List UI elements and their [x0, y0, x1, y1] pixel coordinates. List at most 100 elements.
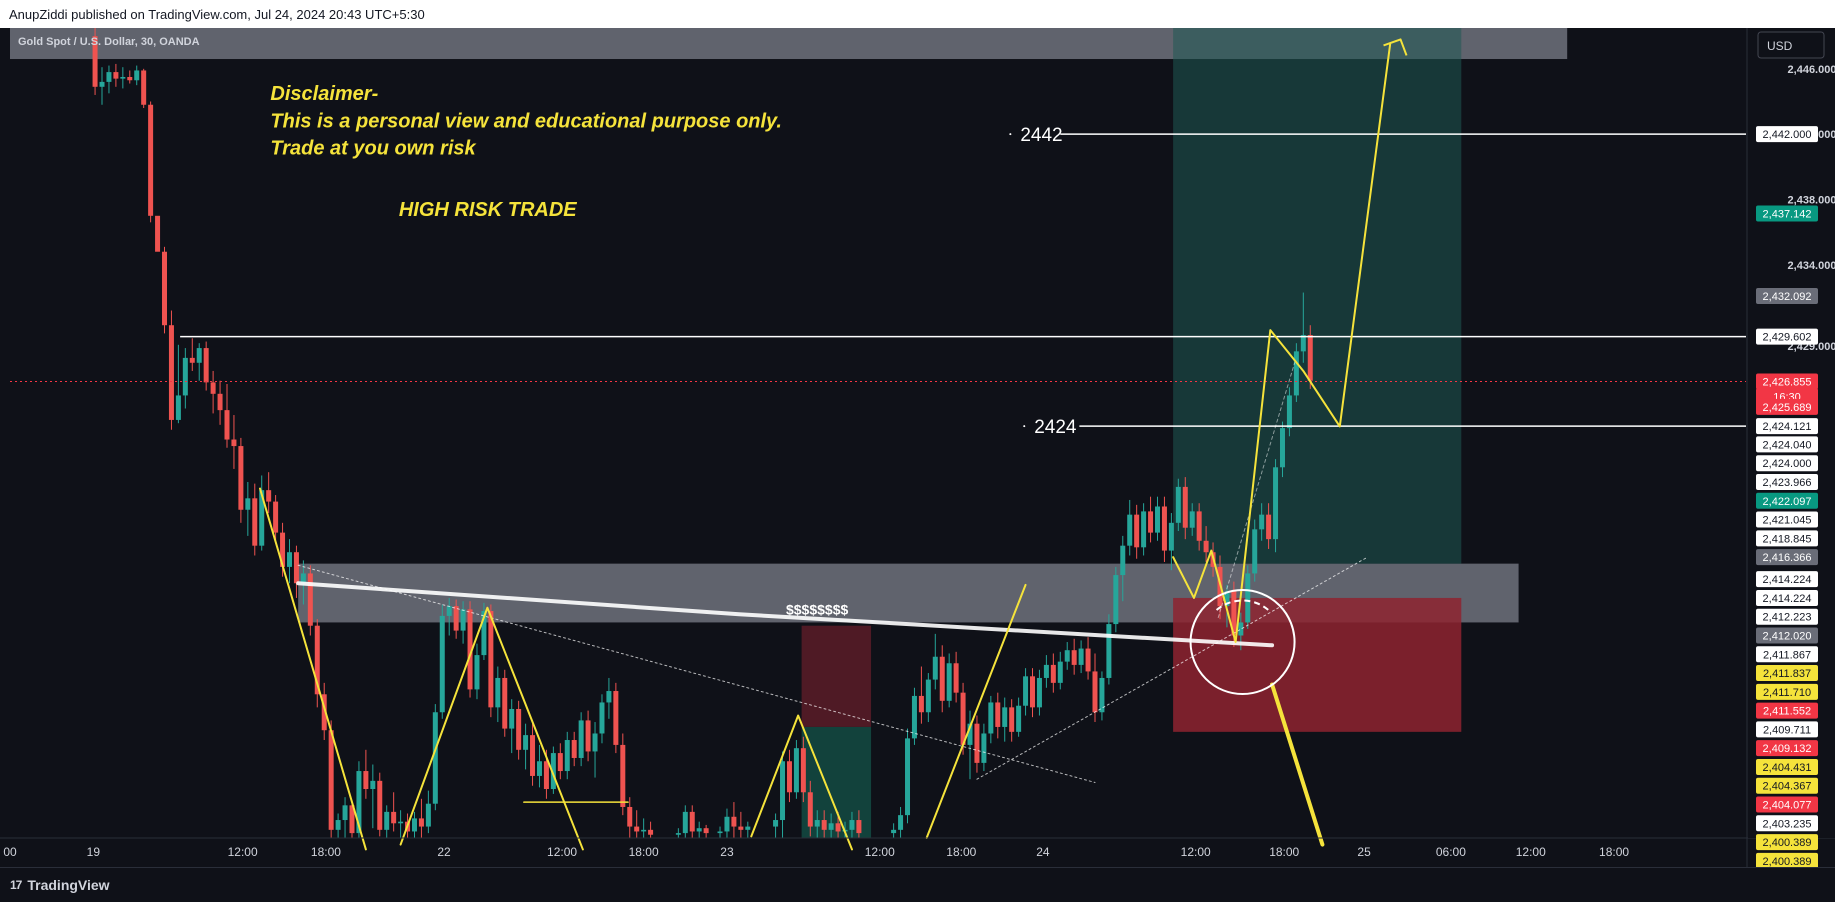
price-tag-bg-11: [1756, 492, 1818, 509]
candle-body-119: [995, 702, 1001, 727]
price-tag-bg-24: [1756, 740, 1818, 757]
candle-body-47: [418, 818, 424, 827]
highlight-circle: [1189, 589, 1296, 696]
price-axis[interactable]: 2,446.000 2,442.000 2,438.000 2,434.000 2,42…: [1748, 28, 1835, 869]
candle-body-44: [398, 821, 404, 824]
candle-body-35: [335, 820, 341, 830]
price-tag-bg-25: [1756, 758, 1818, 775]
price-tag-6: 2,425.689: [1763, 402, 1812, 414]
candle-body-154: [1238, 622, 1244, 636]
candle-body-38: [356, 771, 362, 834]
candle-body-100: [835, 823, 841, 832]
candle-body-0: [92, 36, 98, 87]
candle-body-32: [314, 625, 320, 695]
candle-body-5: [127, 76, 133, 81]
y-tick-label-3: 2,434.000: [1788, 260, 1835, 272]
price-tag-26: 2,404.367: [1763, 781, 1812, 793]
candle-body-139: [1134, 514, 1140, 548]
candlestick-chart[interactable]: Disclaimer- This is a personal view and e…: [0, 28, 1835, 869]
zone-5: [801, 726, 872, 838]
candle-body-84: [696, 828, 702, 832]
candle-body-126: [1043, 664, 1049, 678]
candle-body-87: [724, 816, 730, 832]
candle-body-162: [1293, 351, 1299, 396]
time-axis[interactable]: 00 19 12:00 18:00 22 12:00 18:00 23 12:00 18:00 24…: [3, 845, 1629, 859]
candle-body-110: [932, 656, 938, 680]
annotation-text-3: HIGH RISK TRADE: [399, 199, 577, 221]
price-tag-bg-28: [1756, 815, 1818, 832]
candle-body-21: [238, 446, 244, 510]
candle-body-43: [391, 811, 397, 824]
price-tag-19: 2,411.867: [1763, 649, 1811, 661]
price-tag-bg-30: [1756, 852, 1818, 869]
candle-body-103: [856, 820, 862, 834]
candle-body-122: [1016, 705, 1022, 732]
zone-2: [1173, 28, 1462, 564]
candle-body-157: [1259, 514, 1265, 530]
candle-body-128: [1057, 661, 1063, 683]
price-tag-2: 2,432.092: [1763, 291, 1812, 303]
annotation-text-2: Trade at you own risk: [270, 138, 476, 160]
candle-body-135: [1106, 624, 1112, 678]
candle-body-12: [175, 395, 181, 420]
candle-body-1: [99, 81, 105, 87]
candle-body-104: [891, 829, 897, 834]
candle-body-37: [349, 805, 355, 834]
price-tag-10: 2,423.966: [1763, 477, 1812, 489]
zones-layer: [10, 28, 1568, 838]
price-tag-bg-20: [1756, 665, 1818, 682]
drawings-layer: [10, 38, 1746, 851]
candle-body-88: [731, 816, 737, 827]
candle-body-95: [800, 748, 806, 793]
candle-body-72: [592, 733, 598, 752]
candle-body-85: [703, 828, 709, 834]
candle-body-144: [1168, 522, 1174, 551]
candle-body-153: [1231, 591, 1237, 636]
candle-body-112: [946, 663, 952, 701]
x-tick-label-6: 18:00: [629, 845, 659, 859]
candle-body-41: [377, 780, 383, 830]
candle-body-148: [1196, 511, 1202, 541]
candle-body-57: [488, 611, 494, 708]
candle-body-91: [773, 820, 779, 827]
price-tag-23: 2,409.711: [1763, 724, 1811, 736]
candle-body-18: [217, 393, 223, 411]
candle-body-156: [1252, 529, 1258, 574]
candle-body-96: [807, 792, 813, 827]
price-tag-20: 2,411.837: [1763, 668, 1811, 680]
candle-body-134: [1099, 677, 1105, 713]
currency-button-box: [1757, 31, 1825, 59]
candle-body-3: [113, 72, 119, 79]
candle-body-23: [252, 498, 258, 546]
candle-body-159: [1273, 467, 1279, 540]
price-tag-bg-10: [1756, 473, 1818, 490]
candle-body-94: [793, 748, 799, 793]
candle-body-30: [300, 573, 306, 584]
price-tag-bg-0: [1756, 126, 1818, 143]
currency-button[interactable]: USD: [1767, 39, 1793, 53]
candle-body-14: [189, 357, 195, 363]
level-label-1: 2424: [1034, 417, 1077, 438]
candle-body-4: [120, 76, 126, 79]
price-tag-bg-23: [1756, 721, 1818, 738]
trendline-0: [296, 581, 1275, 648]
price-tag-bg-21: [1756, 683, 1818, 700]
candle-body-76: [620, 744, 626, 807]
candle-body-13: [182, 357, 188, 396]
candle-body-81: [675, 833, 681, 835]
candle-body-131: [1078, 648, 1084, 665]
candle-body-111: [939, 656, 945, 701]
projection-path-2: [750, 714, 853, 851]
candle-body-33: [321, 694, 327, 731]
projection-path-1: [399, 606, 584, 851]
chart-area[interactable]: Disclaimer- This is a personal view and e…: [0, 28, 1835, 869]
candle-body-129: [1064, 650, 1070, 662]
candle-body-51: [446, 606, 452, 616]
candle-body-69: [571, 740, 577, 758]
publish-header: AnupZiddi published on TradingView.com, …: [0, 0, 1835, 28]
candle-body-160: [1279, 428, 1285, 468]
price-tag-21: 2,411.710: [1763, 687, 1811, 699]
candle-body-82: [682, 811, 688, 834]
tradingview-logo[interactable]: 17 TradingView: [10, 877, 110, 893]
y-tick-label-0: 2,446.000: [1788, 64, 1835, 76]
